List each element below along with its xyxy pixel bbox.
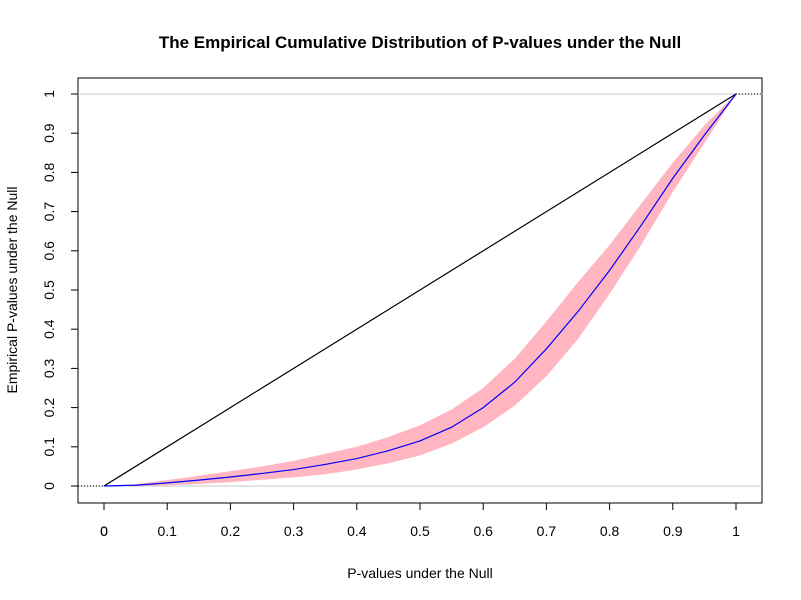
x-tick-label: 0.5	[410, 523, 430, 539]
y-tick-label: 1	[41, 90, 57, 98]
y-axis: 0 0.1 0.2 0.3 0.4 0.5 0.6 0.7 0.8 0.9 1	[41, 90, 78, 490]
y-tick-label: 0.4	[41, 319, 57, 339]
y-axis-label: Empirical P-values under the Null	[4, 187, 20, 394]
y-tick-label: 0.3	[41, 358, 57, 378]
series-line-layer	[103, 93, 737, 487]
x-tick-label: 0.9	[663, 523, 683, 539]
x-tick-label: 0.3	[284, 523, 304, 539]
y-tick-label: 0.9	[41, 123, 57, 143]
y-tick-label: 0.6	[41, 241, 57, 261]
x-axis-label: P-values under the Null	[347, 565, 493, 581]
y-tick-label: 0.2	[41, 398, 57, 418]
empirical-cdf-line	[103, 93, 737, 487]
x-tick-label: 1	[732, 523, 740, 539]
x-tick-label: 0.1	[157, 523, 177, 539]
x-tick-label: 0	[100, 523, 108, 539]
reference-lines	[78, 93, 762, 487]
y-tick-label: 0.1	[41, 437, 57, 457]
x-tick-label: 0.6	[473, 523, 493, 539]
confidence-band	[104, 94, 736, 486]
chart-title: The Empirical Cumulative Distribution of…	[159, 33, 681, 52]
y-tick-label: 0.5	[41, 280, 57, 300]
x-tick-label: 0.4	[347, 523, 367, 539]
x-tick-label: 0.2	[221, 523, 241, 539]
confidence-band-layer	[104, 94, 736, 486]
y-tick-label: 0.7	[41, 202, 57, 222]
x-tick-label: 0.8	[600, 523, 620, 539]
x-tick-label: 0	[100, 523, 108, 539]
diagonal-line	[103, 93, 737, 487]
y-tick-label: 0.8	[41, 162, 57, 182]
y-tick-label: 0	[41, 482, 57, 490]
x-axis: 00 0.1 0.2 0.3 0.4 0.5 0.6 0.7 0.8 0.9 1	[100, 502, 740, 539]
x-tick-label: 0.7	[537, 523, 557, 539]
